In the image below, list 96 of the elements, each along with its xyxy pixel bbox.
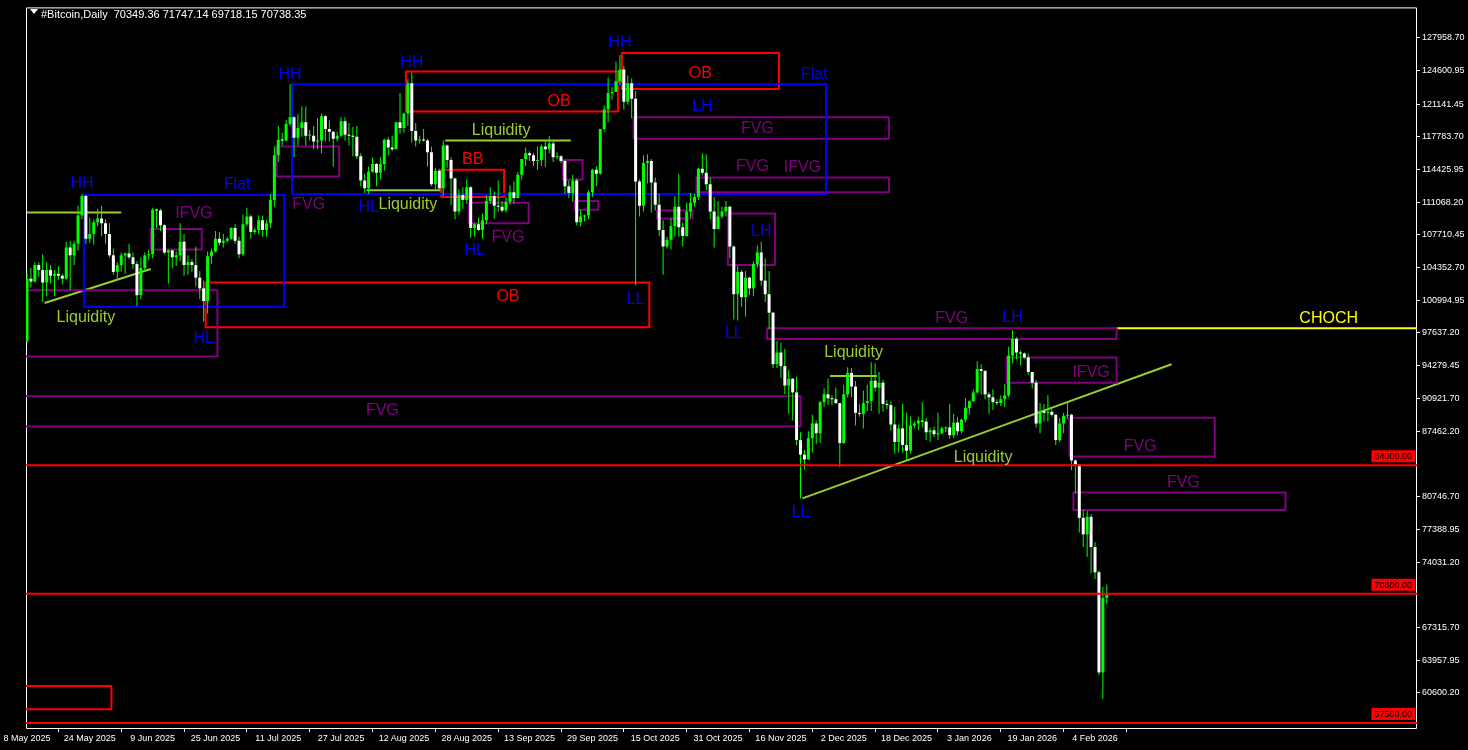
annotation: FVG	[491, 227, 525, 245]
candlestick	[316, 118, 320, 150]
candlestick	[987, 392, 991, 414]
y-tick-label: 121141.45	[1422, 98, 1464, 109]
x-tick-label: 18 Dec 2025	[881, 732, 933, 743]
candlestick	[1046, 395, 1050, 422]
ref-line-label: 84000.00	[1374, 451, 1413, 462]
candlestick	[147, 249, 151, 261]
y-tick-label: 127958.70	[1422, 32, 1465, 43]
y-tick-label: 80746.70	[1422, 491, 1460, 502]
y-tick-label: 111068.20	[1422, 196, 1464, 207]
annotation: FVG	[1166, 472, 1200, 490]
x-tick-label: 15 Oct 2025	[630, 732, 680, 743]
candlestick	[857, 404, 861, 417]
annotation: Flat	[223, 175, 251, 193]
candlestick	[52, 269, 56, 297]
x-tick-label: 13 Sep 2025	[504, 732, 556, 743]
candlestick	[1066, 402, 1070, 419]
annotation: CHOCH	[1299, 308, 1358, 326]
x-tick-label: 28 Aug 2025	[441, 732, 493, 743]
annotation: FVG	[292, 195, 326, 213]
x-tick-label: 2 Dec 2025	[820, 732, 867, 743]
candlestick	[979, 364, 983, 395]
ref-line-label: 70800.00	[1374, 579, 1413, 590]
x-tick-label: 19 Jan 2026	[1007, 732, 1057, 743]
annotation: FVG	[365, 400, 399, 418]
candlestick	[422, 128, 426, 142]
y-tick-label: 77388.95	[1422, 524, 1460, 535]
x-tick-label: 31 Oct 2025	[693, 732, 743, 743]
x-tick-label: 24 May 2025	[63, 732, 116, 743]
annotation: IFVG	[175, 203, 213, 221]
annotation: FVG	[1123, 436, 1157, 454]
x-tick-label: 29 Sep 2025	[566, 732, 618, 743]
annotation: Flat	[800, 64, 829, 82]
annotation: OB	[547, 91, 571, 109]
annotation: Liquidity	[378, 194, 438, 212]
annotation: LH	[1002, 307, 1023, 325]
candlestick	[308, 129, 312, 141]
annotation: HL	[358, 198, 379, 216]
y-tick-label: 124600.95	[1422, 65, 1465, 76]
annotation: Liquidity	[471, 121, 531, 138]
annotation: IFVG	[1072, 363, 1110, 381]
annotation: FVG	[735, 156, 769, 174]
annotation: LL	[724, 323, 743, 341]
candlestick	[123, 252, 127, 274]
candlestick	[327, 120, 331, 142]
y-tick-label: 94279.45	[1422, 359, 1460, 370]
y-tick-label: 104352.70	[1422, 261, 1465, 272]
annotation: Liquidity	[824, 342, 883, 360]
annotation: HL	[464, 241, 485, 259]
x-tick-label: 16 Nov 2025	[755, 732, 807, 743]
y-tick-label: 117783.70	[1422, 131, 1464, 142]
annotation: OB	[496, 286, 520, 304]
candlestick	[920, 402, 924, 428]
candlestick	[351, 126, 355, 157]
x-tick-label: 27 Jul 2025	[317, 732, 365, 743]
annotation: HH	[608, 32, 632, 50]
candlestick	[166, 249, 170, 284]
chart-title: #Bitcoin,Daily 70349.36 71747.14 69718.15 70738.35	[41, 8, 307, 21]
y-tick-label: 87462.20	[1422, 426, 1460, 437]
candlestick	[936, 412, 940, 441]
annotation: BB	[461, 150, 484, 168]
candlestick	[496, 180, 500, 212]
annotation: FVG	[740, 119, 774, 137]
annotation: Liquidity	[953, 448, 1013, 466]
candlestick	[865, 384, 869, 411]
candlestick	[645, 154, 649, 184]
annotation: LL	[791, 502, 810, 520]
ref-line-label: 57500.00	[1374, 708, 1413, 719]
x-tick-label: 3 Jan 2026	[947, 732, 992, 743]
y-tick-label: 60600.20	[1422, 687, 1460, 698]
y-tick-label: 114425.95	[1422, 164, 1464, 174]
annotation: LH	[751, 222, 772, 240]
annotation: FVG	[935, 308, 969, 326]
y-tick-label: 97637.20	[1422, 327, 1460, 338]
annotation: Liquidity	[56, 308, 116, 326]
x-tick-label: 25 Jun 2025	[190, 732, 241, 743]
annotation: HL	[193, 328, 215, 346]
x-tick-label: 9 Jun 2025	[130, 732, 175, 743]
annotation: HH	[70, 174, 94, 192]
x-tick-label: 11 Jul 2025	[255, 732, 302, 743]
x-tick-label: 4 Feb 2026	[1072, 732, 1118, 743]
x-tick-label: 8 May 2025	[3, 732, 51, 743]
annotation: LH	[692, 96, 713, 114]
y-tick-label: 100994.95	[1422, 294, 1465, 305]
y-tick-label: 107710.45	[1422, 229, 1465, 240]
y-tick-label: 67315.70	[1422, 622, 1460, 633]
y-tick-label: 63957.95	[1422, 654, 1460, 665]
annotation: HH	[400, 52, 424, 70]
annotation: HH	[278, 64, 302, 82]
y-tick-label: 74031.20	[1422, 556, 1460, 567]
x-tick-label: 12 Aug 2025	[378, 732, 430, 743]
annotation: IFVG	[783, 157, 822, 175]
annotation: OB	[688, 63, 712, 81]
annotation: LL	[626, 289, 645, 307]
y-tick-label: 90921.70	[1422, 392, 1460, 403]
